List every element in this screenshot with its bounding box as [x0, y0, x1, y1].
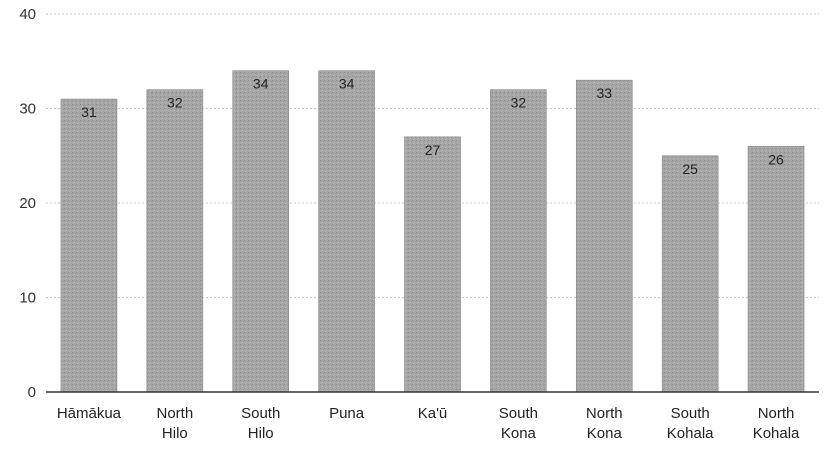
y-tick-label: 10 [19, 290, 36, 307]
bar [404, 136, 461, 393]
y-tick-label: 30 [19, 101, 36, 118]
data-label: 32 [167, 95, 183, 111]
y-tick-label: 40 [19, 6, 36, 23]
data-label: 25 [682, 161, 698, 177]
x-tick-label: Hāmākua [57, 405, 122, 422]
data-label: 27 [425, 142, 441, 158]
data-label: 33 [596, 85, 612, 101]
y-tick-label: 20 [19, 195, 36, 212]
bar [747, 146, 805, 393]
x-tick-label: North Kona [586, 405, 623, 442]
data-labels: 31 32 34 34 27 32 33 25 26 [81, 76, 784, 177]
bar [146, 89, 204, 393]
x-tick-label: North Hilo [156, 405, 193, 442]
bar [318, 70, 375, 393]
bar [575, 79, 633, 393]
bar [661, 155, 719, 393]
data-label: 31 [81, 104, 97, 120]
x-axis: Hāmākua North Hilo South Hilo Puna Ka'ū South Ko… [46, 391, 819, 442]
data-label: 26 [768, 151, 784, 167]
x-tick-label: South Kohala [667, 405, 714, 442]
data-label: 34 [253, 76, 269, 92]
bar [60, 98, 118, 393]
bar [232, 70, 290, 393]
x-tick-label: North Kohala [753, 405, 800, 442]
y-axis: 0 10 20 30 40 [19, 6, 36, 401]
x-tick-label: Ka'ū [418, 405, 448, 422]
x-tick-label: Puna [329, 405, 365, 422]
x-tick-label: South Hilo [241, 405, 280, 442]
bars [60, 70, 805, 393]
data-label: 32 [511, 95, 527, 111]
y-tick-label: 0 [28, 384, 36, 401]
bar [490, 89, 547, 393]
x-tick-label: South Kona [499, 405, 538, 442]
data-label: 34 [339, 76, 355, 92]
